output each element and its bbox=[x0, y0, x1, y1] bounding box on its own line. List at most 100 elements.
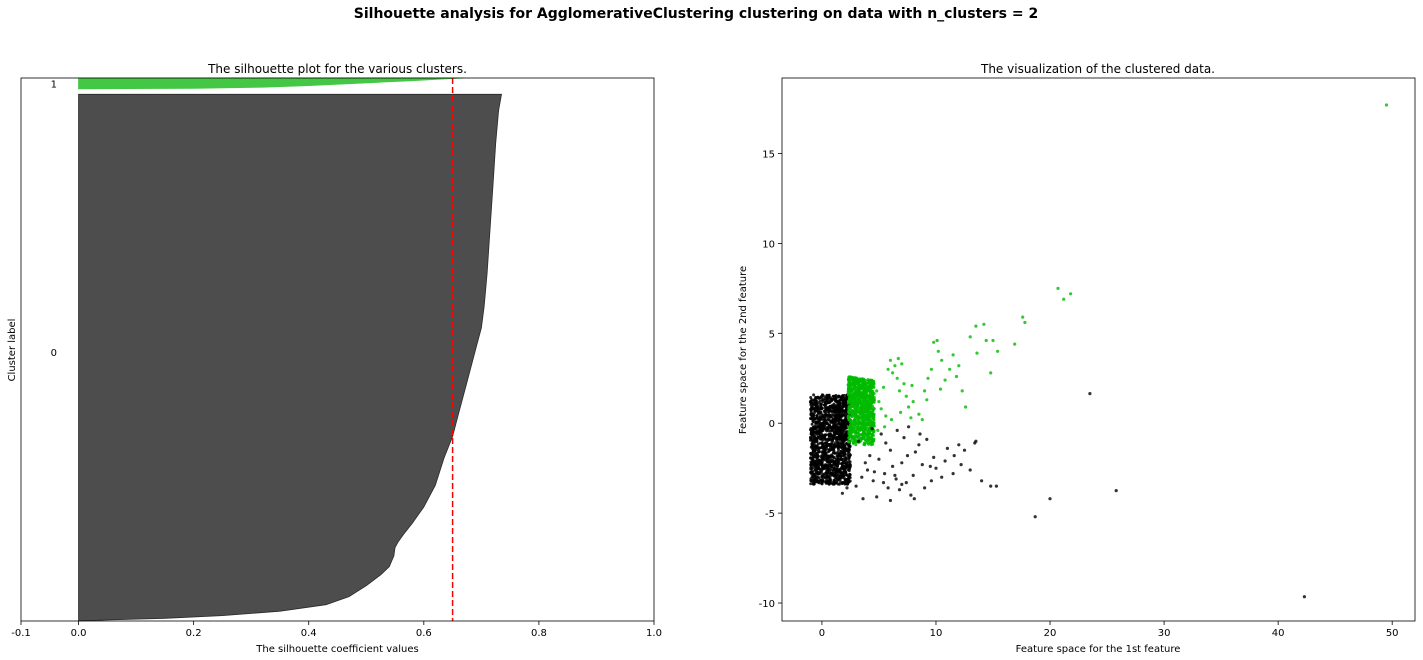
scatter-point bbox=[840, 394, 844, 398]
scatter-point bbox=[820, 429, 824, 433]
scatter-point bbox=[867, 404, 871, 408]
scatter-point bbox=[845, 473, 849, 477]
silhouette-plot-area bbox=[77, 77, 502, 622]
scatter-point bbox=[841, 433, 845, 437]
scatter-point bbox=[855, 386, 859, 390]
scatter-point bbox=[848, 453, 852, 457]
scatter-point bbox=[847, 417, 851, 421]
scatter-point bbox=[864, 410, 868, 414]
scatter-point bbox=[841, 413, 845, 417]
scatter-point bbox=[846, 401, 850, 405]
scatter-plot-area bbox=[809, 103, 1389, 599]
scatter-point bbox=[872, 437, 876, 441]
scatter-point bbox=[829, 425, 833, 429]
scatter-point bbox=[833, 410, 837, 414]
scatter-point bbox=[948, 367, 952, 371]
scatter-point bbox=[823, 476, 827, 480]
scatter-point bbox=[847, 385, 851, 389]
scatter-point bbox=[846, 452, 850, 456]
scatter-point bbox=[870, 378, 874, 382]
scatter-point bbox=[853, 394, 857, 398]
scatter-point bbox=[842, 420, 845, 424]
scatter-point bbox=[830, 398, 834, 402]
scatter-point bbox=[943, 459, 947, 463]
scatter-point bbox=[827, 482, 831, 486]
scatter-point bbox=[858, 428, 862, 432]
scatter-point bbox=[847, 405, 851, 408]
scatter-point bbox=[823, 398, 827, 402]
scatter-point bbox=[951, 472, 955, 476]
scatter-point bbox=[862, 421, 866, 425]
scatter-point bbox=[853, 424, 857, 428]
scatter-point bbox=[860, 414, 864, 418]
scatter-point bbox=[879, 407, 883, 411]
scatter-y-tick-label: 0 bbox=[769, 419, 775, 430]
scatter-point bbox=[842, 444, 846, 448]
scatter-point bbox=[815, 445, 819, 448]
scatter-x-tick-label: 20 bbox=[1044, 628, 1057, 639]
scatter-point bbox=[848, 379, 852, 382]
scatter-point bbox=[817, 396, 821, 400]
scatter-point bbox=[893, 364, 897, 368]
scatter-point bbox=[870, 427, 874, 431]
scatter-point bbox=[862, 379, 866, 383]
scatter-point bbox=[864, 382, 868, 385]
scatter-point bbox=[831, 482, 835, 486]
scatter-point bbox=[894, 477, 898, 481]
scatter-point bbox=[825, 464, 829, 468]
scatter-point bbox=[816, 424, 820, 428]
scatter-point bbox=[982, 322, 986, 326]
scatter-point bbox=[850, 409, 854, 413]
scatter-series-cluster-0 bbox=[840, 392, 1306, 599]
scatter-point bbox=[817, 447, 820, 450]
scatter-point bbox=[839, 449, 843, 453]
scatter-point bbox=[843, 453, 847, 457]
scatter-point bbox=[896, 356, 900, 361]
scatter-point bbox=[820, 441, 824, 445]
scatter-point bbox=[910, 383, 914, 388]
scatter-point bbox=[871, 382, 875, 386]
scatter-point bbox=[811, 404, 814, 408]
scatter-point bbox=[818, 472, 822, 475]
scatter-point bbox=[836, 464, 839, 468]
scatter-point bbox=[886, 486, 890, 490]
scatter-point bbox=[841, 447, 845, 451]
scatter-point bbox=[837, 462, 841, 466]
scatter-point bbox=[900, 482, 904, 486]
scatter-point bbox=[871, 434, 875, 437]
scatter-point bbox=[1069, 292, 1073, 296]
scatter-point bbox=[968, 468, 972, 472]
scatter-point bbox=[853, 406, 856, 410]
scatter-point bbox=[872, 424, 876, 428]
scatter-point bbox=[940, 358, 944, 362]
scatter-point bbox=[994, 484, 999, 488]
scatter-point bbox=[920, 418, 924, 422]
scatter-point bbox=[815, 480, 819, 484]
scatter-point bbox=[830, 453, 834, 457]
silhouette-cluster-labels: 01 bbox=[51, 79, 57, 359]
scatter-point bbox=[821, 438, 825, 442]
scatter-point bbox=[813, 465, 817, 468]
scatter-point bbox=[816, 405, 820, 409]
scatter-point bbox=[836, 482, 840, 486]
scatter-point bbox=[871, 393, 874, 397]
scatter-point bbox=[940, 475, 944, 479]
scatter-point bbox=[828, 478, 832, 482]
scatter-point bbox=[817, 417, 821, 421]
scatter-point bbox=[833, 394, 837, 398]
scatter-point bbox=[840, 491, 845, 495]
silhouette-x-tick-label: 1.0 bbox=[646, 628, 662, 639]
scatter-point bbox=[1088, 392, 1092, 396]
scatter-point bbox=[862, 426, 866, 430]
scatter-point bbox=[861, 432, 865, 436]
scatter-point bbox=[826, 470, 830, 474]
scatter-point bbox=[846, 440, 850, 444]
scatter-point bbox=[973, 441, 977, 445]
scatter-point bbox=[861, 417, 864, 421]
scatter-point bbox=[813, 453, 817, 457]
scatter-point bbox=[836, 422, 840, 426]
scatter-point bbox=[824, 433, 828, 437]
scatter-point bbox=[865, 441, 869, 445]
silhouette-cluster-1-area bbox=[77, 77, 465, 90]
scatter-point bbox=[984, 338, 988, 343]
